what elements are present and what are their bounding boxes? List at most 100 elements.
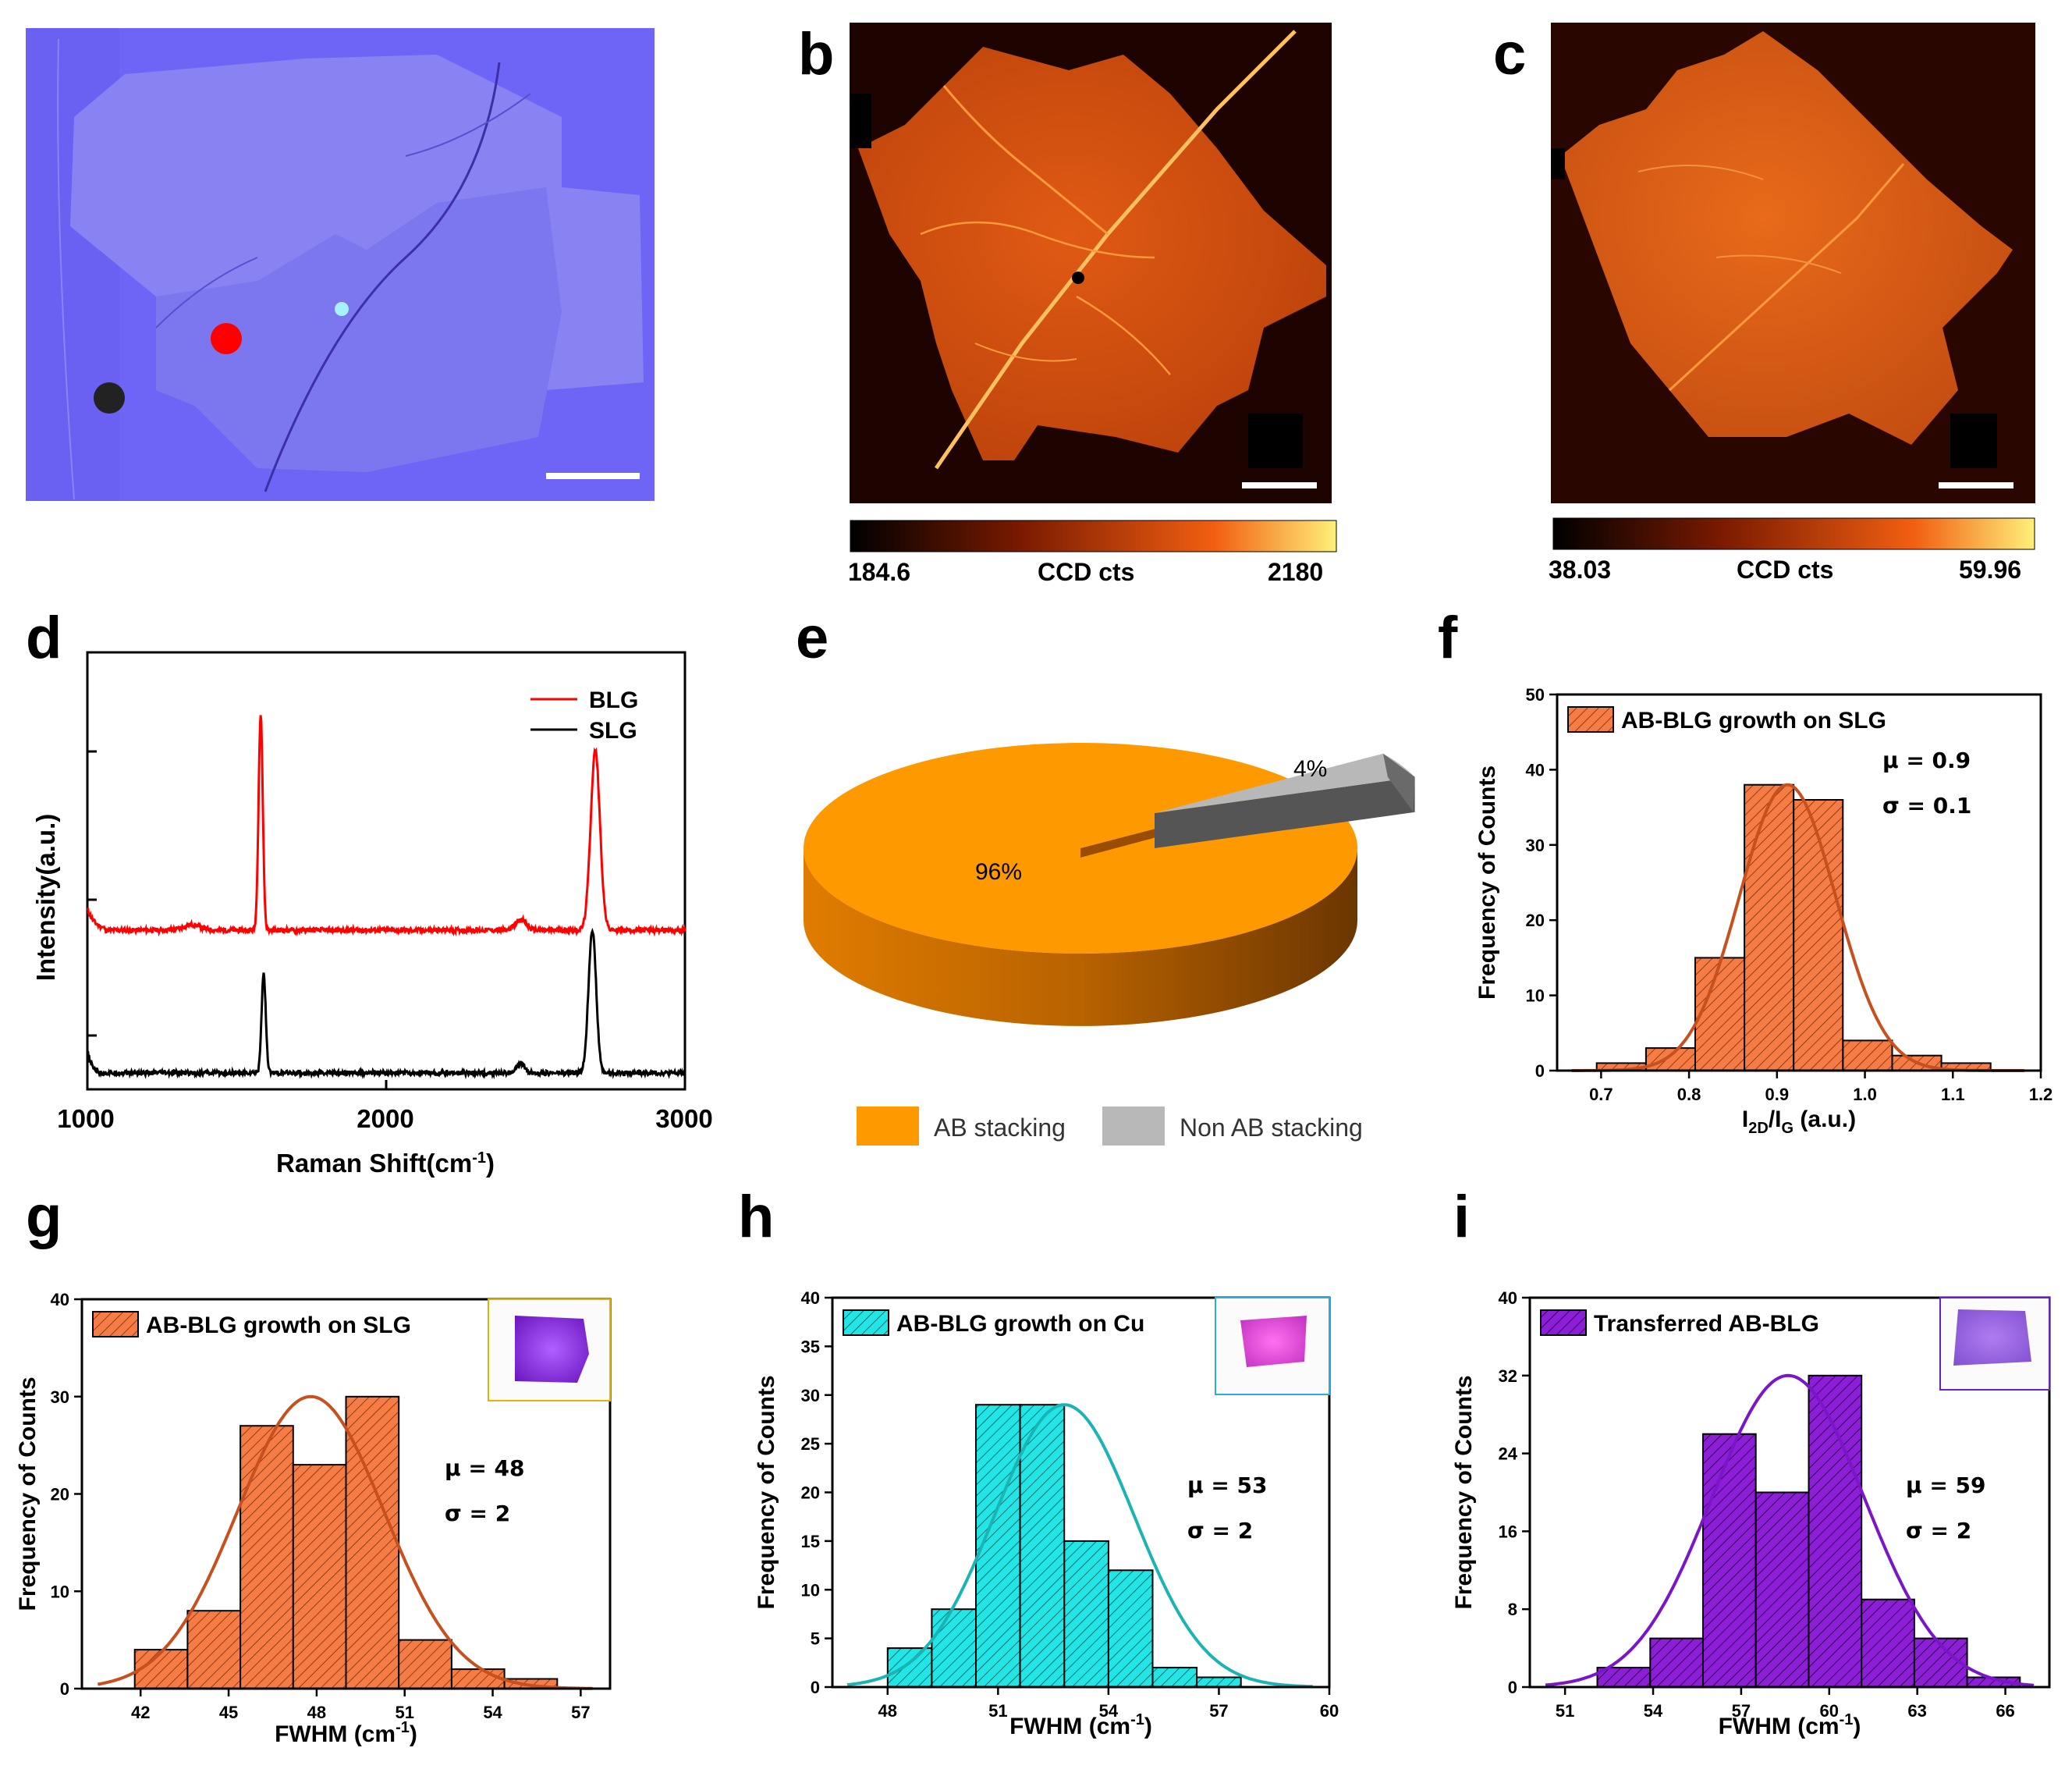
scale-bar bbox=[546, 473, 640, 479]
x-tick-label: 1.2 bbox=[2029, 1085, 2053, 1104]
panel-label-h: h bbox=[738, 1184, 774, 1250]
y-tick-label: 0 bbox=[811, 1678, 820, 1697]
histogram-bar bbox=[886, 1647, 933, 1689]
sample-photo-wafer bbox=[1953, 1309, 2031, 1366]
raman-map-b: 184.6 CCD cts 2180 bbox=[848, 23, 1337, 586]
pie-slice-nonab-rim bbox=[1382, 753, 1415, 812]
plot-frame bbox=[1528, 1296, 2051, 1689]
x-axis-label: FWHM (cm-1) bbox=[1009, 1711, 1152, 1739]
legend-swatch bbox=[1567, 706, 1614, 733]
histogram-bar bbox=[133, 1649, 189, 1690]
colorbar-c bbox=[1552, 517, 2035, 550]
y-tick-label: 40 bbox=[801, 1288, 820, 1308]
x-tick-label: 63 bbox=[1907, 1701, 1926, 1721]
legend-label-nonab: Non AB stacking bbox=[1180, 1114, 1363, 1142]
y-tick-label: 15 bbox=[801, 1532, 820, 1551]
i2d-ig-histogram: 0.7 0.8 0.9 1.0 1.1 1.2 0 10 20 30 40 50 I2D/IG (a.u… bbox=[1474, 685, 2052, 1137]
x-tick-label: 60 bbox=[1320, 1701, 1339, 1721]
pie-slice-nonab-side bbox=[1155, 776, 1415, 848]
x-tick-label: 1.0 bbox=[1853, 1085, 1877, 1104]
histogram-bar bbox=[186, 1610, 242, 1689]
x-tick-label: 60 bbox=[1820, 1701, 1839, 1721]
panel-label-c: c bbox=[1493, 21, 1526, 87]
legend-label: AB-BLG growth on SLG bbox=[146, 1313, 411, 1338]
y-axis-label: Frequency of Counts bbox=[1474, 766, 1500, 1000]
sample-photo-wafer bbox=[1240, 1316, 1307, 1367]
x-axis-label: FWHM (cm-1) bbox=[275, 1719, 417, 1747]
legend-label-slg: SLG bbox=[589, 718, 637, 744]
scale-bar bbox=[1242, 482, 1317, 488]
legend-swatch bbox=[1540, 1309, 1587, 1336]
x-tick-label: 51 bbox=[1556, 1701, 1574, 1721]
gaussian-fit-curve bbox=[1545, 1373, 2035, 1687]
panel-label-g: g bbox=[26, 1184, 62, 1250]
x-tick-label: 51 bbox=[988, 1701, 1007, 1721]
sigma-annotation: σ = 2 bbox=[445, 1501, 510, 1526]
sigma-annotation: σ = 0.1 bbox=[1882, 793, 1971, 819]
x-axis-label: Raman Shift(cm-1) bbox=[276, 1149, 495, 1178]
histogram-bar bbox=[1196, 1676, 1242, 1688]
fwhm-histogram-cu: 48 51 54 57 60 0 5 10 15 20 25 30 35 40 FWHM (cm-1) Fre… bbox=[754, 1288, 1339, 1739]
histogram-bar bbox=[1702, 1433, 1757, 1688]
x-tick-label: 0.7 bbox=[1589, 1085, 1613, 1104]
cbar-min-b: 184.6 bbox=[848, 558, 910, 586]
mu-annotation: μ = 59 bbox=[1906, 1472, 1986, 1498]
y-tick-label: 24 bbox=[1499, 1444, 1518, 1464]
x-axis-label: FWHM (cm-1) bbox=[1719, 1711, 1861, 1739]
x-tick-label: 45 bbox=[219, 1703, 238, 1722]
cbar-max-c: 59.96 bbox=[1959, 556, 2021, 584]
histogram-bar bbox=[1644, 1047, 1696, 1071]
x-tick-label: 42 bbox=[131, 1703, 150, 1722]
y-tick-label: 30 bbox=[1526, 836, 1545, 855]
y-tick-label: 5 bbox=[811, 1629, 820, 1649]
y-tick-label: 8 bbox=[1508, 1600, 1517, 1619]
cbar-min-c: 38.03 bbox=[1549, 556, 1611, 584]
histogram-bar bbox=[1596, 1667, 1652, 1689]
legend-label: Transferred AB-BLG bbox=[1594, 1311, 1819, 1337]
histogram-bar bbox=[1107, 1569, 1154, 1689]
panel-label-e: e bbox=[796, 605, 828, 671]
y-tick-label: 35 bbox=[801, 1337, 820, 1356]
x-tick-label: 66 bbox=[1996, 1701, 2014, 1721]
pie-slice-nonab bbox=[1155, 753, 1415, 813]
legend-swatch-nonab bbox=[1102, 1107, 1165, 1146]
x-tick-label: 51 bbox=[395, 1703, 413, 1722]
fwhm-histogram-slg: 42 45 48 51 54 57 0 10 20 30 40 FWHM (cm-1) Frequenc… bbox=[15, 1290, 612, 1747]
y-tick-label: 40 bbox=[51, 1290, 69, 1309]
y-tick-label: 20 bbox=[51, 1485, 69, 1504]
x-tick-label: 57 bbox=[571, 1703, 590, 1722]
y-tick-label: 10 bbox=[51, 1582, 69, 1601]
y-tick-label: 10 bbox=[801, 1580, 820, 1600]
y-tick-label: 30 bbox=[51, 1387, 69, 1407]
cbar-max-b: 2180 bbox=[1268, 558, 1323, 586]
y-tick-label: 0 bbox=[1508, 1678, 1517, 1697]
y-tick-label: 20 bbox=[801, 1483, 820, 1503]
legend-swatch-ab bbox=[857, 1107, 919, 1146]
stacking-pie-chart: 96% 4% AB stacking Non AB stacking bbox=[804, 742, 1415, 1146]
gaussian-fit-curve bbox=[97, 1394, 593, 1690]
x-tick-label: 48 bbox=[307, 1703, 326, 1722]
pie-label-ab: 96% bbox=[975, 859, 1022, 885]
x-tick-label: 57 bbox=[1209, 1701, 1228, 1721]
histogram-bar bbox=[1151, 1667, 1198, 1689]
gaussian-fit-curve bbox=[846, 1403, 1313, 1689]
blg-spot-marker bbox=[211, 323, 242, 354]
histogram-bar bbox=[1842, 1039, 1893, 1072]
sample-photo-wafer bbox=[515, 1316, 589, 1383]
x-tick-label: 1.1 bbox=[1941, 1085, 1965, 1104]
histogram-bar bbox=[1744, 783, 1795, 1071]
mu-annotation: μ = 0.9 bbox=[1882, 748, 1971, 773]
sigma-annotation: σ = 2 bbox=[1187, 1518, 1253, 1543]
y-tick-label: 10 bbox=[1526, 986, 1545, 1006]
raman-spectra-chart: 1000 2000 3000 Raman Shift(cm-1) Intensi… bbox=[31, 651, 713, 1178]
spectrum-line-slg bbox=[87, 927, 686, 1080]
x-tick-label: 2000 bbox=[357, 1104, 413, 1133]
optical-image-a bbox=[26, 28, 655, 501]
raman-map-c: 38.03 CCD cts 59.96 bbox=[1549, 23, 2035, 584]
scale-bar bbox=[1939, 482, 2013, 488]
x-tick-label: 1000 bbox=[57, 1104, 114, 1133]
legend-label: AB-BLG growth on SLG bbox=[1621, 708, 1886, 734]
slg-spot-marker bbox=[94, 382, 125, 414]
y-axis-label: Frequency of Counts bbox=[15, 1376, 41, 1611]
